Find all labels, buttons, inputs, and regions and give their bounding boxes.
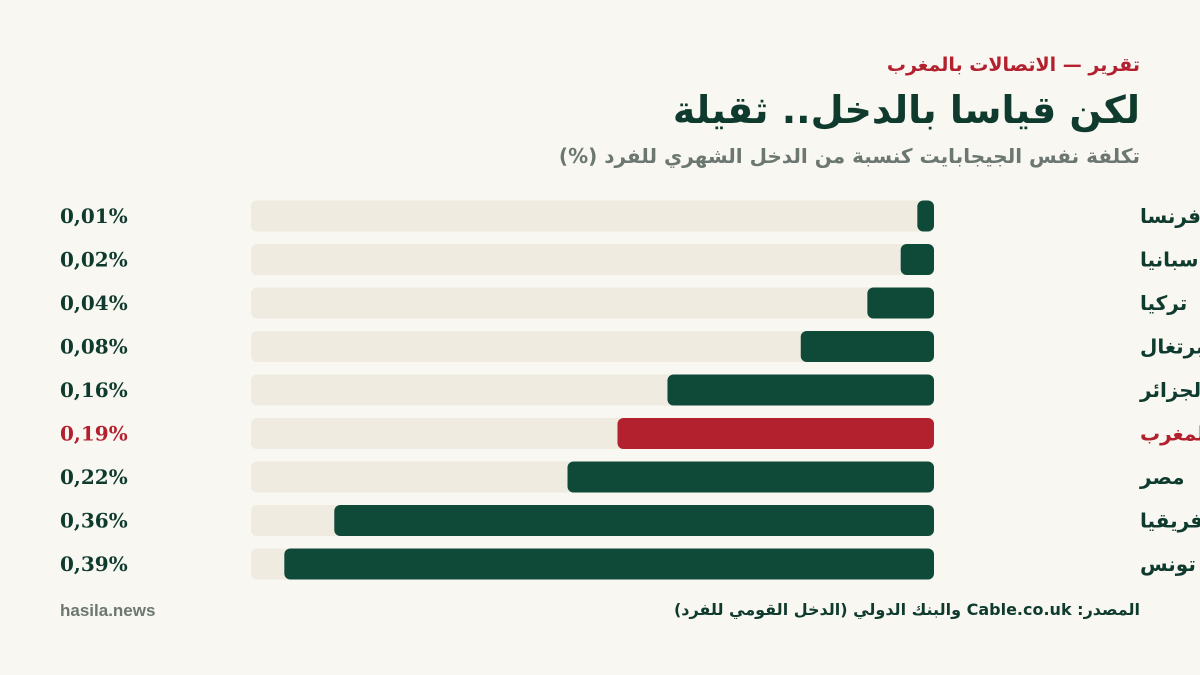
bar	[567, 461, 934, 493]
category-label: الجزائر	[1139, 378, 1200, 402]
bar-track	[251, 244, 934, 275]
chart-title: لكن قياسا بالدخل.. ثقيلة	[672, 88, 1140, 132]
source-note: المصدر: Cable.co.uk والبنك الدولي (الدخل…	[673, 600, 1140, 619]
category-label: تركيا	[1140, 291, 1187, 315]
bar-track	[251, 200, 934, 232]
bar	[917, 200, 934, 232]
bar	[900, 244, 934, 275]
chart-subtitle: تكلفة نفس الجيجابايت كنسبة من الدخل الشه…	[558, 144, 1140, 168]
value-label: 0,36%	[60, 509, 128, 533]
category-label: مصر	[1139, 465, 1185, 489]
value-label: 0,39%	[60, 552, 128, 576]
brand-logo-text: hasila.news	[60, 601, 156, 620]
category-label: إسبانيا	[1140, 248, 1200, 272]
bar	[334, 505, 934, 536]
value-label: 0,04%	[60, 291, 128, 315]
bar	[667, 374, 934, 406]
value-label: 0,16%	[60, 378, 128, 402]
value-label: 0,08%	[60, 335, 128, 359]
bar	[867, 287, 934, 319]
category-label: المغرب	[1140, 422, 1200, 446]
bar-track	[251, 287, 934, 319]
value-label: 0,02%	[60, 248, 128, 272]
value-label: 0,19%	[60, 422, 128, 446]
bar	[284, 548, 934, 580]
category-label: فرنسا	[1140, 204, 1200, 228]
bar-track	[251, 331, 934, 362]
category-label: البرتغال	[1140, 335, 1200, 359]
category-label: جنوب إفريقيا	[1140, 509, 1200, 533]
kicker: تقرير — الاتصالات بالمغرب	[886, 54, 1140, 76]
value-label: 0,22%	[60, 465, 128, 489]
bar	[617, 418, 934, 449]
bar	[800, 331, 934, 362]
category-label: تونس	[1140, 552, 1196, 576]
value-label: 0,01%	[60, 204, 128, 228]
